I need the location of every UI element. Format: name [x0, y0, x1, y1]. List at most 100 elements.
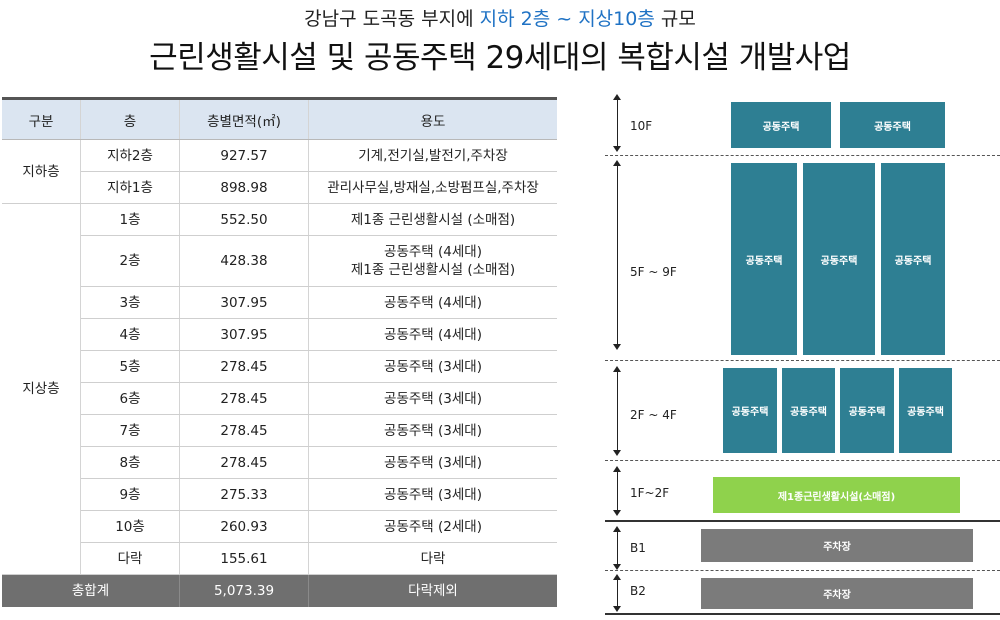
cell-floor: 2층: [80, 235, 180, 287]
total-area: 5,073.39: [179, 574, 309, 607]
level-label-5f-9f: 5F ~ 9F: [630, 265, 677, 279]
arrow-down-icon: [613, 344, 621, 350]
header-category: 구분: [2, 97, 81, 140]
header-area: 층별면적(㎡): [179, 97, 309, 140]
arrow-up-icon: [613, 94, 621, 100]
table-row: 10층 260.93 공동주택 (2세대): [2, 510, 557, 543]
cell-use: 관리사무실,방재실,소방펌프실,주차장: [308, 171, 557, 204]
cell-area: 278.45: [179, 382, 309, 415]
cell-floor: 10층: [80, 510, 180, 543]
arrow-up-icon: [613, 466, 621, 472]
subtitle-highlight: 지하 2층 ~ 지상10층: [479, 8, 655, 30]
table-row: 8층 278.45 공동주택 (3세대): [2, 446, 557, 479]
arrow-up-icon: [613, 160, 621, 166]
floor-divider: [605, 460, 1000, 461]
cell-area: 278.45: [179, 446, 309, 479]
cell-use: 기계,전기실,발전기,주차장: [308, 139, 557, 172]
cell-area: 155.61: [179, 542, 309, 575]
building-section-diagram: 10F 공동주택 공동주택 5F ~ 9F 공동주택 공동주택 공동주택 2F …: [600, 90, 1000, 620]
cell-floor: 3층: [80, 286, 180, 319]
total-row: 총합계 5,073.39 다락제외: [2, 574, 557, 607]
level-bracket-10f: [617, 98, 618, 146]
cell-use: 공동주택 (3세대): [308, 478, 557, 511]
cell-use: 공동주택 (2세대): [308, 510, 557, 543]
cell-area: 278.45: [179, 414, 309, 447]
arrow-down-icon: [613, 606, 621, 612]
level-label-b2: B2: [630, 584, 646, 598]
table-row: 5층 278.45 공동주택 (3세대): [2, 350, 557, 383]
level-bracket-5f-9f: [617, 164, 618, 344]
header-floor: 층: [80, 97, 180, 140]
arrow-up-icon: [613, 526, 621, 532]
level-bracket-2f-4f: [617, 370, 618, 450]
cell-area: 927.57: [179, 139, 309, 172]
header-use: 용도: [308, 97, 557, 140]
cell-use: 공동주택 (3세대): [308, 350, 557, 383]
block-parking: 주차장: [701, 529, 973, 562]
cell-area: 260.93: [179, 510, 309, 543]
level-bracket-b1: [617, 530, 618, 564]
cell-floor: 5층: [80, 350, 180, 383]
cell-floor: 1층: [80, 203, 180, 236]
floor-divider: [605, 570, 1000, 571]
subtitle: 강남구 도곡동 부지에 지하 2층 ~ 지상10층 규모: [304, 8, 696, 30]
cell-floor: 6층: [80, 382, 180, 415]
cell-area: 552.50: [179, 203, 309, 236]
page-title: 근린생활시설 및 공동주택 29세대의 복합시설 개발사업: [149, 40, 851, 76]
cell-floor: 지하2층: [80, 139, 180, 172]
table-row: 2층 428.38 공동주택 (4세대) 제1종 근린생활시설 (소매점): [2, 235, 557, 287]
block-housing: 공동주택: [731, 163, 797, 355]
block-housing: 공동주택: [840, 102, 945, 148]
group-above: 지상층: [2, 203, 81, 575]
cell-use: 공동주택 (4세대) 제1종 근린생활시설 (소매점): [308, 235, 557, 287]
table-row: 3층 307.95 공동주택 (4세대): [2, 286, 557, 319]
table-row: 7층 278.45 공동주택 (3세대): [2, 414, 557, 447]
arrow-down-icon: [613, 510, 621, 516]
group-basement: 지하층: [2, 139, 81, 204]
level-label-b1: B1: [630, 541, 646, 555]
level-label-10f: 10F: [630, 119, 653, 133]
table-row: 지하층 지하2층 927.57 기계,전기실,발전기,주차장: [2, 139, 557, 204]
cell-use: 공동주택 (4세대): [308, 286, 557, 319]
cell-area: 307.95: [179, 318, 309, 351]
level-bracket-b2: [617, 578, 618, 608]
cell-area: 278.45: [179, 350, 309, 383]
floor-divider: [605, 155, 1000, 156]
table-row: 9층 275.33 공동주택 (3세대): [2, 478, 557, 511]
block-housing: 공동주택: [803, 163, 875, 355]
arrow-down-icon: [613, 450, 621, 456]
cell-area: 428.38: [179, 235, 309, 287]
block-housing: 공동주택: [881, 163, 945, 355]
bottom-line: [605, 613, 1000, 615]
cell-floor: 다락: [80, 542, 180, 575]
cell-floor: 9층: [80, 478, 180, 511]
block-housing: 공동주택: [899, 368, 952, 453]
cell-floor: 8층: [80, 446, 180, 479]
arrow-up-icon: [613, 366, 621, 372]
block-retail: 제1종근린생활시설(소매점): [713, 477, 960, 513]
floor-area-table: 구분 층 층별면적(㎡) 용도 지하층 지하2층 927.57 기계,전기실,발…: [2, 97, 557, 607]
block-housing: 공동주택: [723, 368, 777, 453]
cell-area: 898.98: [179, 171, 309, 204]
cell-floor: 4층: [80, 318, 180, 351]
total-label: 총합계: [2, 574, 180, 607]
table-row: 지상층 1층 552.50 제1종 근린생활시설 (소매점): [2, 203, 557, 575]
block-housing: 공동주택: [840, 368, 894, 453]
cell-use: 다락: [308, 542, 557, 575]
cell-use: 공동주택 (3세대): [308, 446, 557, 479]
level-label-2f-4f: 2F ~ 4F: [630, 408, 677, 422]
cell-use: 공동주택 (3세대): [308, 414, 557, 447]
cell-use: 공동주택 (3세대): [308, 382, 557, 415]
table-row: 6층 278.45 공동주택 (3세대): [2, 382, 557, 415]
level-label-1f-2f: 1F~2F: [630, 486, 670, 500]
block-housing: 공동주택: [782, 368, 835, 453]
cell-area: 307.95: [179, 286, 309, 319]
arrow-down-icon: [613, 146, 621, 152]
floor-divider: [605, 360, 1000, 361]
cell-floor: 7층: [80, 414, 180, 447]
cell-area: 275.33: [179, 478, 309, 511]
ground-line: [605, 520, 1000, 522]
total-use: 다락제외: [308, 574, 557, 607]
cell-floor: 지하1층: [80, 171, 180, 204]
table-header-row: 구분 층 층별면적(㎡) 용도: [2, 97, 557, 140]
